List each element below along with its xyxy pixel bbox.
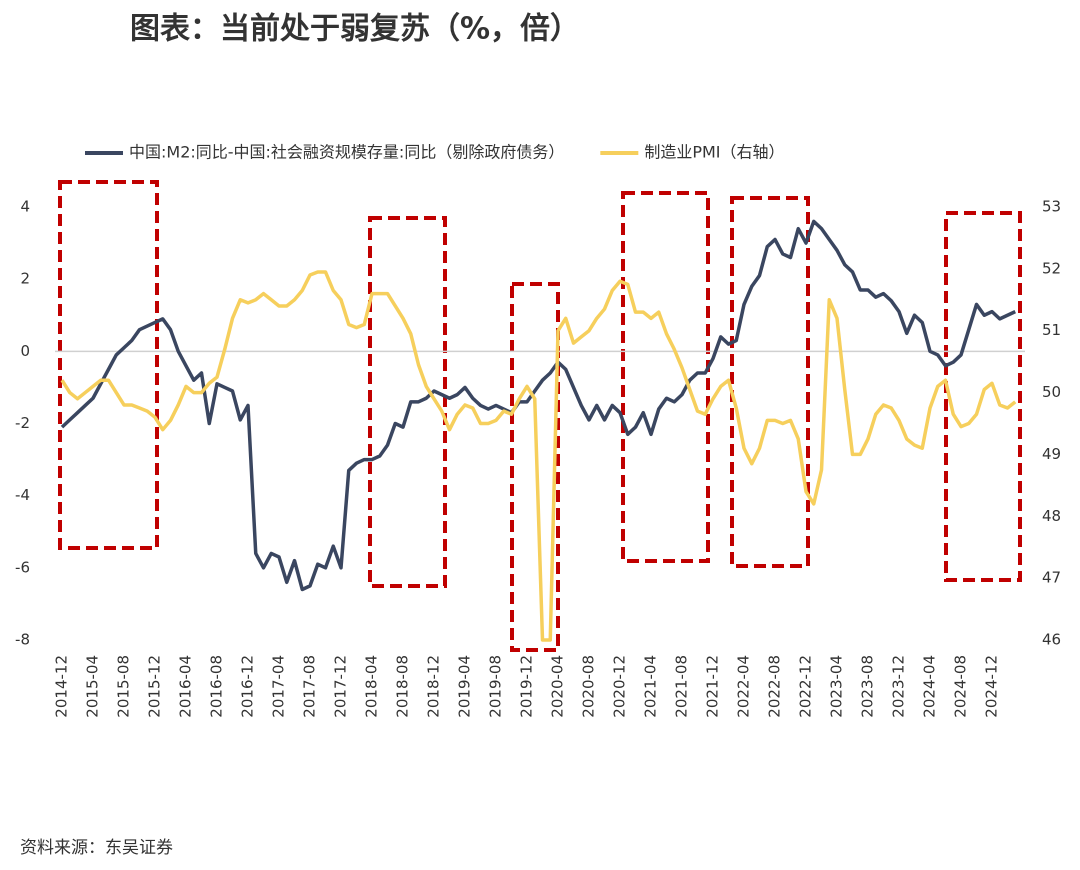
x-tick-label: 2017-12 bbox=[332, 655, 350, 718]
x-tick-label: 2022-12 bbox=[797, 655, 815, 718]
y-tick-label: -4 bbox=[15, 486, 30, 504]
y2-tick-label: 51 bbox=[1042, 321, 1061, 339]
x-tick-label: 2022-04 bbox=[735, 655, 753, 718]
highlight-box bbox=[510, 282, 560, 652]
x-tick-label: 2024-04 bbox=[921, 655, 939, 718]
y-tick-label: -8 bbox=[15, 631, 30, 649]
y2-tick-label: 50 bbox=[1042, 383, 1061, 401]
series-line bbox=[60, 219, 1016, 592]
highlight-box bbox=[621, 191, 710, 563]
x-tick-label: 2024-12 bbox=[983, 655, 1001, 718]
highlight-box bbox=[58, 180, 159, 550]
highlight-box bbox=[944, 211, 1022, 582]
highlight-box bbox=[730, 196, 810, 568]
x-tick-label: 2019-08 bbox=[487, 655, 505, 718]
x-tick-label: 2017-08 bbox=[301, 655, 319, 718]
x-tick-label: 2020-08 bbox=[580, 655, 598, 718]
x-tick-label: 2018-08 bbox=[394, 655, 412, 718]
x-tick-label: 2021-08 bbox=[673, 655, 691, 718]
series-line bbox=[60, 270, 1017, 642]
x-tick-label: 2023-12 bbox=[890, 655, 908, 718]
x-tick-label: 2020-12 bbox=[611, 655, 629, 718]
x-tick-label: 2022-08 bbox=[766, 655, 784, 718]
x-tick-label: 2015-12 bbox=[146, 655, 164, 718]
y-tick-label: 4 bbox=[20, 198, 30, 216]
source-note: 资料来源：东吴证券 bbox=[20, 838, 173, 858]
x-tick-label: 2023-04 bbox=[828, 655, 846, 718]
y2-tick-label: 53 bbox=[1042, 198, 1061, 216]
y-tick-label: -2 bbox=[15, 414, 30, 432]
x-tick-label: 2018-04 bbox=[363, 655, 381, 718]
x-tick-label: 2014-12 bbox=[53, 655, 71, 718]
x-tick-label: 2024-08 bbox=[952, 655, 970, 718]
chart-title: 图表：当前处于弱复苏（%，倍） bbox=[130, 12, 580, 47]
y-tick-label: 0 bbox=[20, 342, 30, 360]
y-tick-label: 2 bbox=[20, 270, 30, 288]
x-tick-label: 2017-04 bbox=[270, 655, 288, 718]
highlight-box bbox=[368, 216, 447, 588]
y-tick-label: -6 bbox=[15, 558, 30, 576]
y2-tick-label: 47 bbox=[1042, 569, 1061, 587]
y2-tick-label: 46 bbox=[1042, 631, 1061, 649]
x-tick-label: 2021-12 bbox=[704, 655, 722, 718]
x-tick-label: 2023-08 bbox=[859, 655, 877, 718]
x-tick-label: 2015-04 bbox=[84, 655, 102, 718]
legend-label: 中国:M2:同比-中国:社会融资规模存量:同比（剔除政府债务） bbox=[129, 143, 564, 162]
legend: 中国:M2:同比-中国:社会融资规模存量:同比（剔除政府债务） 制造业PMI（右轴… bbox=[85, 143, 785, 162]
x-tick-label: 2019-04 bbox=[456, 655, 474, 718]
x-tick-label: 2016-08 bbox=[208, 655, 226, 718]
y2-tick-label: 49 bbox=[1042, 445, 1061, 463]
highlight-boxes bbox=[58, 180, 1022, 652]
x-tick-label: 2015-08 bbox=[115, 655, 133, 718]
legend-label: 制造业PMI（右轴） bbox=[644, 143, 784, 162]
y2-tick-label: 48 bbox=[1042, 507, 1061, 525]
x-tick-label: 2020-04 bbox=[549, 655, 567, 718]
y2-tick-label: 52 bbox=[1042, 259, 1061, 277]
x-tick-label: 2019-12 bbox=[518, 655, 536, 718]
x-tick-label: 2016-04 bbox=[177, 655, 195, 718]
x-tick-label: 2018-12 bbox=[425, 655, 443, 718]
x-tick-label: 2016-12 bbox=[239, 655, 257, 718]
x-tick-label: 2021-04 bbox=[642, 655, 660, 718]
